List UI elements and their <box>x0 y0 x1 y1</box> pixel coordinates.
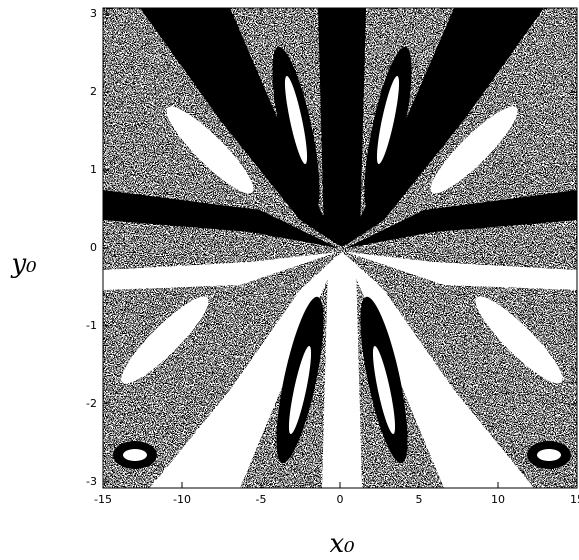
y-tick-label: -1 <box>86 319 97 332</box>
y-tick-label: 2 <box>90 85 97 98</box>
y-tick-label: 3 <box>90 7 97 20</box>
basin-image <box>103 8 577 488</box>
x-axis-label: x₀ <box>329 529 355 559</box>
y-tick-label: 1 <box>90 163 97 176</box>
x-tick-label: 10 <box>491 493 505 506</box>
y-tick-label: -3 <box>86 475 97 488</box>
x-tick-label: 0 <box>337 493 344 506</box>
y-tick-label: -2 <box>86 397 97 410</box>
y-axis-label: y₀ <box>10 249 37 279</box>
x-tick-label: 15 <box>570 493 579 506</box>
x-tick-label: -15 <box>94 493 112 506</box>
x-tick-label: -5 <box>256 493 267 506</box>
y-tick-label: 0 <box>90 241 97 254</box>
x-tick-label: 5 <box>416 493 423 506</box>
x-tick-label: -10 <box>173 493 191 506</box>
